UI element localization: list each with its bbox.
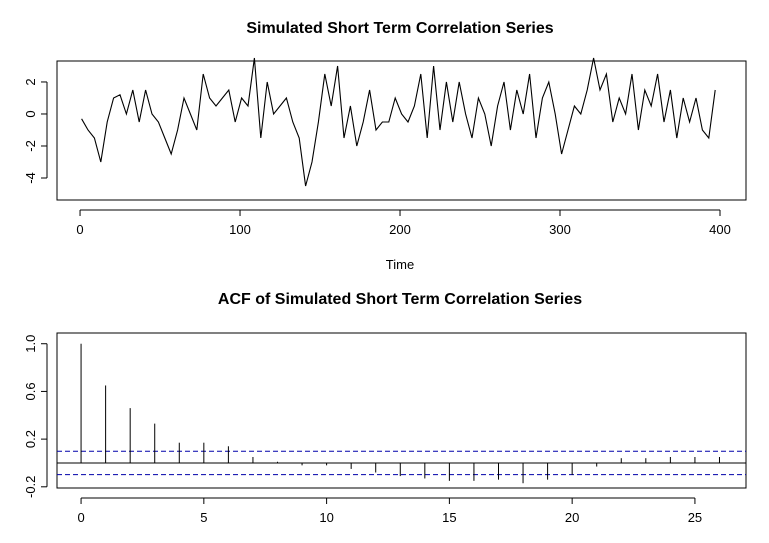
y-tick-label: 0.6 xyxy=(23,382,38,400)
chart-title: ACF of Simulated Short Term Correlation … xyxy=(218,291,582,308)
x-tick-label: 0 xyxy=(77,510,84,525)
x-axis-label: Time xyxy=(386,257,414,272)
y-tick-label: 0 xyxy=(23,110,38,117)
y-tick-label: 0.2 xyxy=(23,430,38,448)
plot-frame xyxy=(56,332,747,489)
x-tick-label: 100 xyxy=(229,222,251,237)
x-tick-label: 300 xyxy=(549,222,571,237)
x-tick-label: 20 xyxy=(565,510,579,525)
x-tick-label: 15 xyxy=(442,510,456,525)
y-tick-label: -0.2 xyxy=(23,476,38,498)
plot-frame xyxy=(56,60,747,201)
x-tick-label: 400 xyxy=(709,222,731,237)
y-tick-label: 2 xyxy=(23,78,38,85)
x-tick-label: 5 xyxy=(200,510,207,525)
y-tick-label: 1.0 xyxy=(23,335,38,353)
x-tick-label: 200 xyxy=(389,222,411,237)
y-tick-label: -2 xyxy=(23,140,38,152)
x-tick-label: 10 xyxy=(319,510,333,525)
x-tick-label: 25 xyxy=(688,510,702,525)
series-line xyxy=(81,57,716,187)
x-tick-label: 0 xyxy=(76,222,83,237)
chart-title: Simulated Short Term Correlation Series xyxy=(246,20,553,37)
y-tick-label: -4 xyxy=(23,172,38,184)
